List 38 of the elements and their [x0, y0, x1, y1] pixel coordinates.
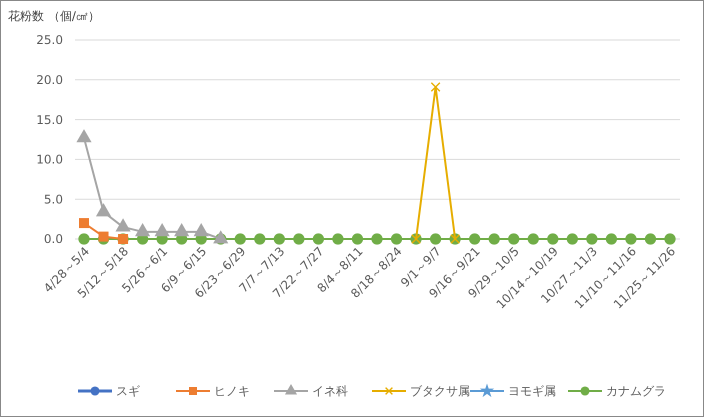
- y-axis-title: 花粉数 （個/㎠）: [8, 9, 100, 23]
- point: [371, 233, 383, 245]
- point: [293, 233, 305, 245]
- point: [430, 233, 442, 245]
- y-tick-label: 0.0: [44, 232, 63, 246]
- y-tick-label: 20.0: [36, 73, 63, 87]
- point: [274, 233, 285, 245]
- point: [508, 233, 520, 245]
- y-tick-label: 5.0: [44, 192, 63, 206]
- point: [430, 82, 440, 92]
- point: [98, 232, 109, 242]
- point: [390, 233, 402, 245]
- y-tick-label: 15.0: [36, 112, 63, 127]
- point: [644, 233, 656, 245]
- point: [488, 233, 500, 245]
- point: [79, 218, 89, 228]
- point: [586, 233, 598, 245]
- legend-label: ヨモギ属: [508, 384, 556, 398]
- point: [664, 233, 676, 245]
- legend-label: ブタクサ属: [410, 384, 470, 398]
- point: [528, 233, 539, 245]
- point: [566, 233, 578, 245]
- legend-label: カナムグラ: [606, 384, 666, 398]
- point: [254, 233, 266, 245]
- legend-label: スギ: [116, 384, 140, 398]
- y-tick-label: 25.0: [36, 33, 63, 48]
- point: [352, 233, 364, 245]
- point: [332, 233, 344, 245]
- point: [625, 233, 637, 245]
- y-tick-label: 10.0: [36, 152, 63, 167]
- legend-label: ヒノキ: [214, 384, 250, 398]
- point: [469, 233, 480, 245]
- point: [78, 233, 90, 245]
- point: [606, 233, 618, 245]
- point: [547, 233, 558, 245]
- legend-label: イネ科: [312, 384, 348, 398]
- point: [312, 233, 324, 245]
- point: [234, 233, 246, 245]
